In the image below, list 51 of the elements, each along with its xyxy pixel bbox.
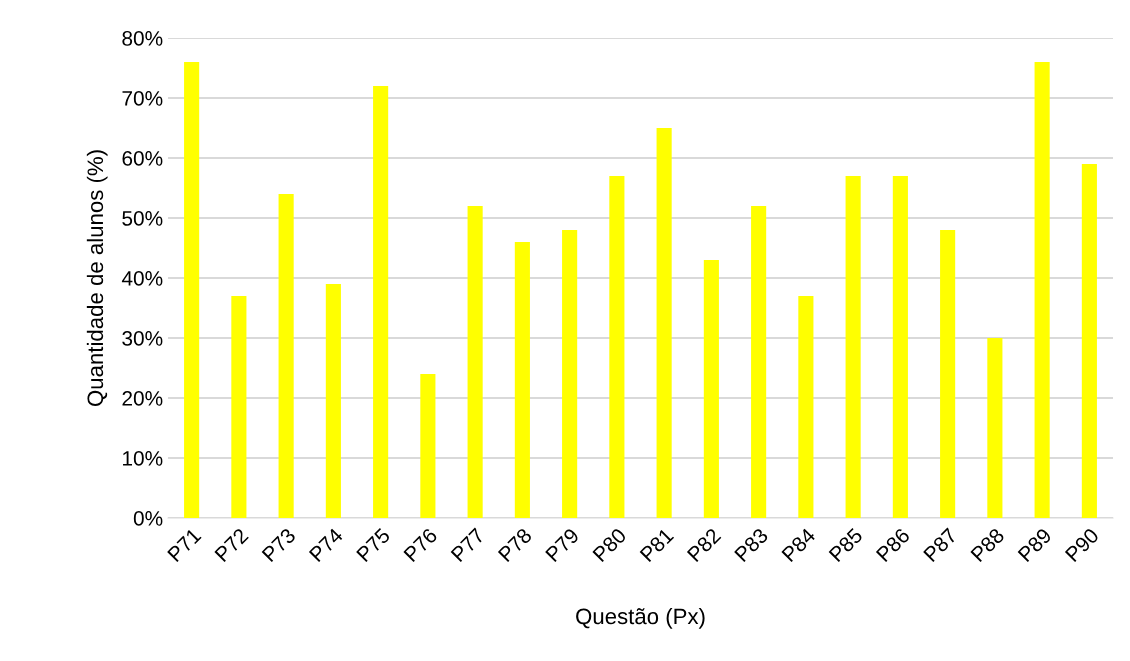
bar xyxy=(703,260,719,518)
bar xyxy=(562,230,578,518)
bar xyxy=(751,206,767,518)
bar xyxy=(1081,164,1097,518)
y-tick-label: 40% xyxy=(121,271,163,286)
bar xyxy=(420,374,436,518)
bar xyxy=(609,176,625,518)
y-tick-label: 50% xyxy=(122,211,163,226)
x-tick-label: P87 xyxy=(923,527,958,563)
y-tick-label: 20% xyxy=(122,391,163,406)
bar xyxy=(514,242,530,518)
bar xyxy=(373,86,389,518)
x-tick-label: P90 xyxy=(1064,527,1100,563)
bar xyxy=(467,206,483,518)
bar xyxy=(231,296,247,518)
x-tick-label: P86 xyxy=(875,527,911,563)
x-tick-label: P73 xyxy=(261,527,297,563)
bar xyxy=(278,194,294,518)
bar xyxy=(940,230,956,518)
x-tick-label: P85 xyxy=(828,527,864,563)
x-tick-label: P80 xyxy=(592,527,628,563)
bar xyxy=(1034,62,1050,518)
bar xyxy=(798,296,814,518)
y-tick-label: 70% xyxy=(122,91,163,106)
x-tick-label: P79 xyxy=(545,527,580,563)
x-tick-label: P78 xyxy=(497,527,533,563)
x-tick-label: P71 xyxy=(167,527,202,563)
x-tick-label: P77 xyxy=(450,527,486,563)
y-tick-label: 60% xyxy=(122,151,163,166)
bar xyxy=(656,128,672,518)
x-tick-label: P84 xyxy=(781,527,817,563)
x-tick-label: P75 xyxy=(356,527,391,563)
x-tick-label: P76 xyxy=(403,527,439,563)
y-axis-title: Quantidade de alunos (%) xyxy=(86,150,108,407)
x-axis-title: Questão (Px) xyxy=(576,607,705,629)
y-tick-label: 30% xyxy=(122,331,163,346)
x-tick-label: P74 xyxy=(308,527,344,563)
x-tick-label: P89 xyxy=(1017,527,1053,563)
y-tick-label: 0% xyxy=(133,511,163,526)
y-tick-label: 10% xyxy=(123,451,163,466)
x-tick-label: P88 xyxy=(970,527,1006,563)
bar xyxy=(892,176,908,518)
x-tick-label: P82 xyxy=(686,527,722,563)
x-tick-label: P72 xyxy=(214,527,249,563)
bar xyxy=(325,284,341,518)
x-tick-label: P81 xyxy=(639,527,675,563)
x-tick-label: P83 xyxy=(734,527,769,563)
bar xyxy=(184,62,200,518)
bar xyxy=(987,338,1003,518)
bar xyxy=(845,176,861,518)
y-tick-label: 80% xyxy=(122,31,163,46)
